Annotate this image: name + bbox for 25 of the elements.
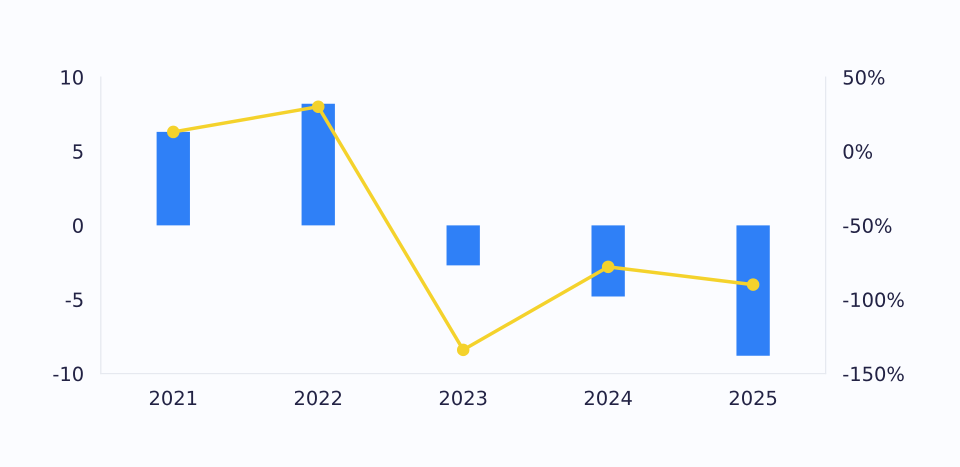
point [456, 344, 470, 356]
y2-tick-label: -100% [843, 292, 904, 308]
y-tick-label: 0 [73, 218, 83, 233]
bar [156, 132, 190, 226]
bar [302, 104, 335, 226]
x-tick-label: 2025 [730, 390, 776, 406]
x-tick-label: 2021 [150, 390, 196, 406]
point [602, 260, 614, 274]
point [312, 100, 324, 113]
x-tick-label: 2022 [294, 390, 342, 406]
y2-tick-label: -150% [843, 366, 904, 382]
y-tick-label: -10 [53, 366, 83, 382]
bar [446, 225, 480, 266]
point [746, 278, 760, 291]
x-tick-label: 2024 [584, 390, 632, 406]
y2-tick-label: -50% [843, 218, 892, 233]
bar [736, 225, 770, 356]
y-tick-label: 10 [62, 70, 83, 85]
y2-tick-label: 0% [844, 144, 872, 159]
y-tick-label: 5 [73, 144, 82, 159]
x-tick-label: 2023 [440, 390, 486, 406]
y2-tick-label: 50% [844, 70, 884, 85]
y-tick-label: -5 [66, 292, 82, 308]
bar [591, 225, 625, 296]
point [167, 126, 180, 138]
